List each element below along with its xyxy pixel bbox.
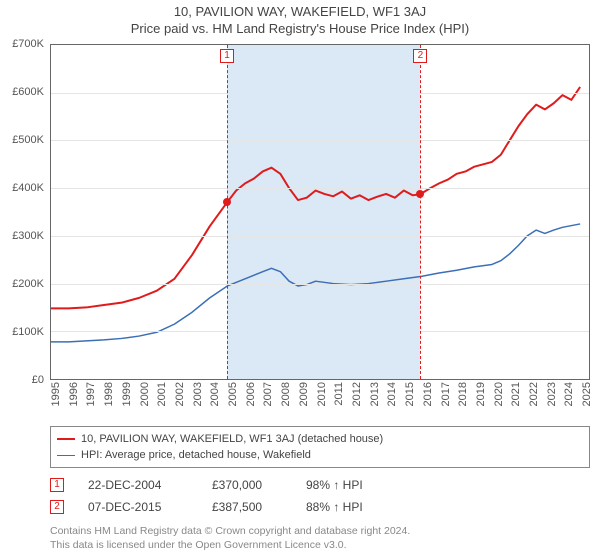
transaction-row-marker: 2: [50, 500, 64, 514]
x-tick-label: 2021: [510, 382, 522, 406]
transaction-row: 2 07-DEC-2015 £387,500 88% ↑ HPI: [50, 496, 590, 518]
x-tick-label: 2011: [333, 382, 345, 406]
x-tick-label: 1995: [50, 382, 62, 406]
x-tick-label: 2004: [209, 382, 221, 406]
gridline: [51, 284, 589, 285]
attribution: Contains HM Land Registry data © Crown c…: [50, 524, 590, 552]
transaction-dot: [416, 190, 424, 198]
x-tick-label: 2024: [563, 382, 575, 406]
transaction-hpi: 88% ↑ HPI: [306, 500, 396, 514]
x-tick-label: 2016: [422, 382, 434, 406]
transaction-dot: [223, 198, 231, 206]
transaction-marker: 2: [413, 49, 427, 63]
y-tick-label: £600K: [12, 86, 44, 98]
x-tick-label: 2017: [440, 382, 452, 406]
transaction-guideline: [420, 45, 421, 379]
legend-label: 10, PAVILION WAY, WAKEFIELD, WF1 3AJ (de…: [81, 431, 383, 447]
legend-swatch: [57, 438, 75, 440]
x-tick-label: 1996: [68, 382, 80, 406]
transaction-date: 22-DEC-2004: [88, 478, 188, 492]
transaction-price: £370,000: [212, 478, 282, 492]
x-tick-label: 2010: [316, 382, 328, 406]
x-tick-label: 2003: [192, 382, 204, 406]
y-tick-label: £100K: [12, 326, 44, 338]
x-tick-label: 1999: [121, 382, 133, 406]
y-tick-label: £200K: [12, 278, 44, 290]
attribution-line: Contains HM Land Registry data © Crown c…: [50, 524, 590, 538]
transaction-hpi: 98% ↑ HPI: [306, 478, 396, 492]
gridline: [51, 188, 589, 189]
legend-row: HPI: Average price, detached house, Wake…: [57, 447, 583, 463]
x-tick-label: 2015: [404, 382, 416, 406]
chart-title: 10, PAVILION WAY, WAKEFIELD, WF1 3AJ: [0, 0, 600, 19]
x-tick-label: 2014: [386, 382, 398, 406]
transaction-row-marker: 1: [50, 478, 64, 492]
y-tick-label: £500K: [12, 134, 44, 146]
chart-area: £0£100K£200K£300K£400K£500K£600K£700K 12: [50, 44, 590, 380]
x-tick-label: 2001: [156, 382, 168, 406]
x-tick-label: 1997: [85, 382, 97, 406]
transaction-marker: 1: [220, 49, 234, 63]
x-tick-label: 2008: [280, 382, 292, 406]
x-tick-label: 2000: [139, 382, 151, 406]
x-tick-label: 2006: [245, 382, 257, 406]
y-axis-labels: £0£100K£200K£300K£400K£500K£600K£700K: [0, 44, 46, 380]
y-tick-label: £700K: [12, 38, 44, 50]
chart-subtitle: Price paid vs. HM Land Registry's House …: [0, 19, 600, 40]
legend-label: HPI: Average price, detached house, Wake…: [81, 447, 311, 463]
x-tick-label: 2002: [174, 382, 186, 406]
transaction-guideline: [227, 45, 228, 379]
transaction-date: 07-DEC-2015: [88, 500, 188, 514]
gridline: [51, 236, 589, 237]
attribution-line: This data is licensed under the Open Gov…: [50, 538, 590, 552]
y-tick-label: £400K: [12, 182, 44, 194]
x-tick-label: 2018: [457, 382, 469, 406]
legend-box: 10, PAVILION WAY, WAKEFIELD, WF1 3AJ (de…: [50, 426, 590, 468]
gridline: [51, 93, 589, 94]
x-tick-label: 2022: [528, 382, 540, 406]
x-tick-label: 2007: [262, 382, 274, 406]
x-tick-label: 2025: [581, 382, 593, 406]
transaction-price: £387,500: [212, 500, 282, 514]
x-tick-label: 2012: [351, 382, 363, 406]
x-tick-label: 2023: [546, 382, 558, 406]
plot-region: 12: [50, 44, 590, 380]
x-tick-label: 1998: [103, 382, 115, 406]
series-price_paid: [51, 87, 580, 308]
transaction-row: 1 22-DEC-2004 £370,000 98% ↑ HPI: [50, 474, 590, 496]
x-tick-label: 2013: [369, 382, 381, 406]
x-tick-label: 2020: [493, 382, 505, 406]
gridline: [51, 140, 589, 141]
x-axis-labels: 1995 1996 1997 1998 1999 2000 2001 2002 2003 2004…: [50, 380, 590, 420]
y-tick-label: £0: [32, 374, 44, 386]
chart-svg: [51, 45, 589, 379]
x-tick-label: 2009: [298, 382, 310, 406]
gridline: [51, 331, 589, 332]
y-tick-label: £300K: [12, 230, 44, 242]
x-tick-label: 2005: [227, 382, 239, 406]
x-tick-label: 2019: [475, 382, 487, 406]
transaction-table: 1 22-DEC-2004 £370,000 98% ↑ HPI 2 07-DEC-201…: [50, 474, 590, 518]
legend-row: 10, PAVILION WAY, WAKEFIELD, WF1 3AJ (de…: [57, 431, 583, 447]
legend-swatch: [57, 455, 75, 456]
